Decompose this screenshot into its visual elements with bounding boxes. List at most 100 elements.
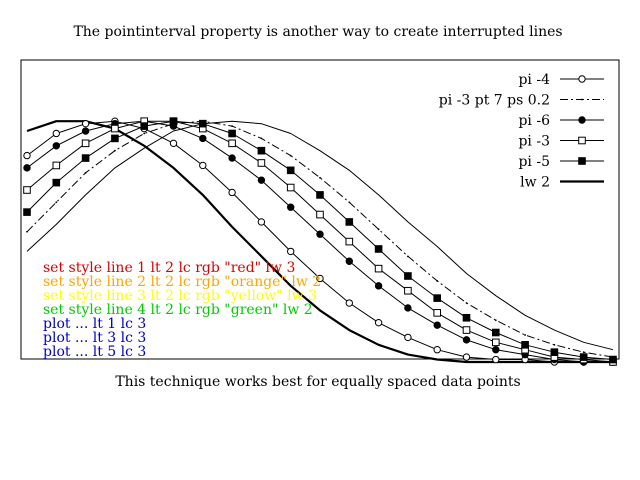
data-point-pi-3-11 <box>345 237 354 246</box>
data-point-pi-4-16 <box>492 355 500 364</box>
data-point-pi-5-13 <box>404 272 412 280</box>
data-point-pi-6-7 <box>228 154 236 162</box>
data-point-pi-4-7 <box>228 188 236 197</box>
data-point-pi-3-pt-7-ps-0-2-12 <box>377 228 380 231</box>
data-point-pi-3-pt-7-ps-0-2-14 <box>436 280 439 282</box>
data-point-pi-4-1 <box>52 129 60 138</box>
data-point-pi-6-9 <box>287 203 295 211</box>
data-point-pi-4-11 <box>345 299 353 307</box>
legend-label: pi -3 pt 7 ps 0.2 <box>439 93 550 109</box>
data-point-pi-3-pt-7-ps-0-2-19 <box>582 351 585 354</box>
data-point-pi-6-0 <box>23 164 31 172</box>
data-point-pi-3-pt-7-ps-0-2-4 <box>143 132 146 135</box>
data-point-pi-3-pt-7-ps-0-2-0 <box>26 230 28 233</box>
data-point-pi-3-pt-7-ps-0-2-15 <box>465 302 468 304</box>
data-point-pi-4-2 <box>81 119 90 128</box>
data-point-pi-3-pt-7-ps-0-2-18 <box>553 343 556 346</box>
data-point-pi-5-15 <box>462 313 471 322</box>
data-point-pi-5-3 <box>111 134 119 143</box>
data-point-pi-3-12 <box>374 264 383 273</box>
data-point-pi-3-pt-7-ps-0-2-2 <box>84 171 87 174</box>
data-point-pi-3-13 <box>404 286 412 295</box>
data-point-pi-3-pt-7-ps-0-2-key <box>581 98 583 101</box>
annotations: set style line 1 lt 2 lc rgb "red" lw 3s… <box>43 260 321 360</box>
data-point-pi-5-4 <box>140 122 148 130</box>
data-point-pi-4-5 <box>169 139 178 148</box>
legend-label: lw 2 <box>520 175 550 191</box>
data-point-pi-5-16 <box>492 328 500 337</box>
data-point-pi-5-key <box>578 157 586 165</box>
annotation-line: set style line 1 lt 2 lc rgb "red" lw 3 <box>43 260 295 276</box>
data-point-pi-6-13 <box>404 304 412 312</box>
series-line-series-6 <box>26 120 614 351</box>
data-point-pi-5-5 <box>169 117 178 126</box>
data-point-pi-6-key <box>578 116 586 124</box>
data-point-pi-6-6 <box>199 134 207 143</box>
data-point-pi-5-17 <box>521 341 529 349</box>
data-point-pi-6-8 <box>257 176 266 184</box>
data-point-pi-4-key <box>578 75 586 83</box>
data-point-pi-4-13 <box>404 333 412 342</box>
marker-group <box>23 117 617 366</box>
data-point-pi-4-15 <box>462 353 471 361</box>
legend-label: pi -5 <box>518 154 550 170</box>
data-point-pi-3-pt-7-ps-0-2-13 <box>407 255 409 258</box>
data-point-pi-6-16 <box>492 346 500 354</box>
data-point-pi-4-6 <box>199 161 207 170</box>
data-point-pi-5-20 <box>609 355 617 364</box>
data-point-pi-4-14 <box>433 346 441 354</box>
data-point-pi-3-15 <box>462 326 471 334</box>
data-point-pi-5-10 <box>316 191 324 199</box>
data-point-pi-5-1 <box>52 178 61 187</box>
legend: pi -4 pi -3 pt 7 ps 0.2 pi -6 pi -3 pi -5 lw … <box>439 72 604 191</box>
data-point-pi-3-3 <box>111 124 119 133</box>
series-line-pi-3-pt-7-ps-0-2 <box>26 120 614 358</box>
data-point-pi-6-10 <box>316 230 324 238</box>
data-point-pi-5-6 <box>199 119 207 128</box>
data-point-pi-5-11 <box>345 218 354 226</box>
data-point-pi-3-7 <box>228 139 236 148</box>
chart-title: The pointinterval property is another wa… <box>73 24 562 40</box>
data-point-pi-5-19 <box>579 353 588 361</box>
data-point-pi-5-2 <box>81 154 90 162</box>
annotation-line: set style line 3 lt 2 lc rgb "yellow" lw… <box>43 288 317 304</box>
data-point-pi-3-2 <box>81 139 90 148</box>
annotation-line: set style line 2 lt 2 lc rgb "orange" lw… <box>43 274 321 290</box>
data-point-pi-5-8 <box>257 146 266 155</box>
data-point-pi-5-7 <box>228 129 236 138</box>
data-point-pi-6-2 <box>81 127 90 135</box>
data-point-pi-3-0 <box>23 186 31 194</box>
data-point-pi-3-pt-7-ps-0-2-1 <box>55 201 58 204</box>
legend-label: pi -3 <box>518 134 550 150</box>
data-point-pi-3-pt-7-ps-0-2-11 <box>348 201 351 204</box>
data-point-pi-3-pt-7-ps-0-2-16 <box>494 319 497 322</box>
legend-label: pi -4 <box>518 72 550 88</box>
data-point-pi-6-11 <box>345 257 353 265</box>
data-point-pi-3-pt-7-ps-0-2-7 <box>231 125 234 128</box>
data-point-pi-6-1 <box>52 142 60 150</box>
data-point-pi-5-18 <box>550 348 559 356</box>
data-point-pi-3-pt-7-ps-0-2-8 <box>260 137 263 140</box>
data-point-pi-3-1 <box>52 161 61 170</box>
data-point-pi-6-14 <box>433 321 441 329</box>
data-point-pi-4-8 <box>257 218 266 226</box>
data-point-pi-4-0 <box>23 151 31 160</box>
data-point-pi-3-pt-7-ps-0-2-10 <box>319 176 321 179</box>
data-point-pi-3-14 <box>433 309 441 317</box>
data-point-pi-3-pt-7-ps-0-2-17 <box>524 334 526 336</box>
annotation-line: plot ... lt 1 lc 3 <box>43 316 146 332</box>
data-point-pi-3-16 <box>492 338 500 347</box>
data-point-pi-4-10 <box>316 274 324 283</box>
data-point-pi-3-10 <box>316 210 324 219</box>
data-point-pi-4-12 <box>374 318 383 327</box>
annotation-line: plot ... lt 3 lc 3 <box>43 330 146 346</box>
series-line-lw-2 <box>26 120 613 364</box>
data-point-pi-6-12 <box>374 282 383 290</box>
x-axis-label: This technique works best for equally sp… <box>115 374 520 390</box>
legend-label: pi -6 <box>518 113 550 129</box>
data-point-pi-5-0 <box>23 208 31 216</box>
data-point-pi-5-14 <box>433 294 441 302</box>
data-point-pi-5-12 <box>374 245 383 253</box>
data-point-pi-3-key <box>578 136 586 145</box>
